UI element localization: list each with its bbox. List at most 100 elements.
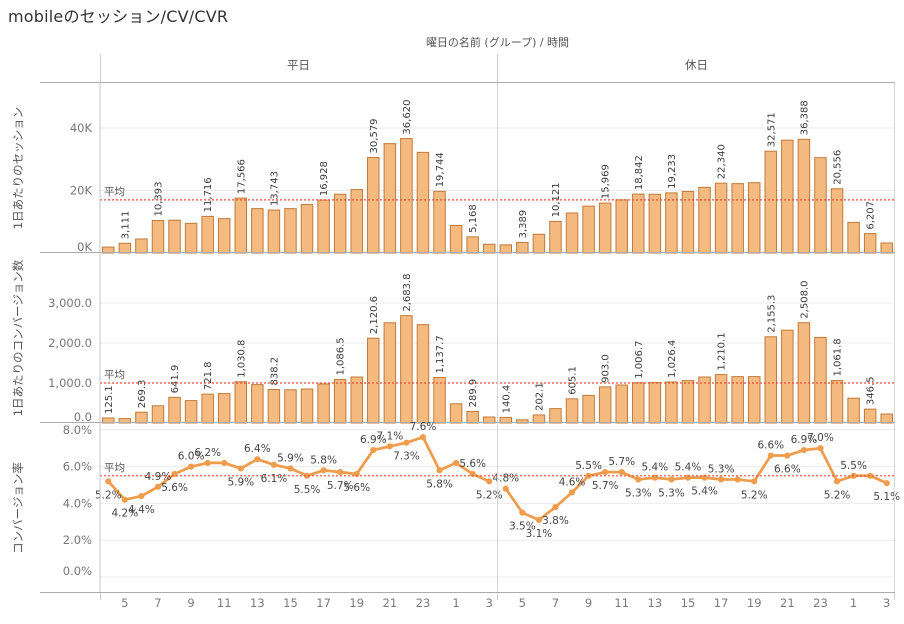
bar-mark[interactable] (830, 188, 844, 254)
bar-mark[interactable] (797, 138, 811, 254)
bar-mark[interactable] (847, 397, 860, 424)
bar-mark[interactable] (632, 193, 645, 254)
point-mark[interactable] (353, 470, 360, 478)
bar-mark[interactable] (267, 388, 281, 424)
point-mark[interactable] (635, 476, 642, 483)
point-mark[interactable] (469, 470, 476, 478)
bar-mark[interactable] (284, 208, 297, 254)
point-mark[interactable] (237, 465, 244, 472)
bar-mark[interactable] (151, 405, 165, 424)
bar-mark[interactable] (251, 384, 264, 424)
point-mark[interactable] (751, 478, 758, 485)
bar-mark[interactable] (797, 322, 811, 424)
point-mark[interactable] (717, 476, 725, 483)
bar-mark[interactable] (516, 241, 529, 254)
bar-mark[interactable] (598, 202, 612, 254)
bar-mark[interactable] (532, 414, 546, 424)
bar-mark[interactable] (615, 199, 628, 254)
point-mark[interactable] (734, 476, 741, 483)
bar-mark[interactable] (317, 383, 330, 424)
point-mark[interactable] (602, 469, 609, 476)
bar-mark[interactable] (863, 408, 877, 424)
point-mark[interactable] (270, 461, 278, 468)
point-mark[interactable] (568, 489, 576, 496)
bar-mark[interactable] (367, 156, 380, 254)
bar-mark[interactable] (499, 244, 513, 254)
bar-mark[interactable] (383, 322, 397, 424)
point-mark[interactable] (519, 509, 526, 516)
bar-mark[interactable] (201, 215, 214, 254)
point-mark[interactable] (204, 459, 211, 467)
bar-mark[interactable] (880, 242, 893, 254)
bar-mark[interactable] (135, 238, 148, 254)
bar-mark[interactable] (333, 379, 347, 424)
bar-mark[interactable] (217, 393, 231, 424)
point-mark[interactable] (386, 443, 393, 450)
point-mark[interactable] (817, 445, 824, 452)
bar-mark[interactable] (549, 408, 562, 424)
bar-mark[interactable] (118, 242, 132, 254)
bar-mark[interactable] (400, 315, 413, 424)
point-mark[interactable] (552, 503, 559, 511)
bar-mark[interactable] (747, 376, 761, 424)
bar-mark[interactable] (681, 380, 695, 424)
bar-mark[interactable] (151, 220, 165, 254)
bar-mark[interactable] (367, 337, 380, 424)
bar-mark[interactable] (615, 384, 628, 424)
bar-mark[interactable] (201, 393, 214, 424)
bar-mark[interactable] (333, 193, 347, 254)
point-mark[interactable] (767, 452, 774, 459)
point-mark[interactable] (784, 452, 791, 459)
bar-mark[interactable] (830, 380, 844, 424)
bar-mark[interactable] (598, 386, 612, 424)
bar-mark[interactable] (350, 376, 363, 424)
point-mark[interactable] (370, 446, 377, 454)
point-mark[interactable] (833, 478, 841, 485)
bar-mark[interactable] (781, 139, 794, 254)
point-mark[interactable] (867, 472, 874, 479)
bar-mark[interactable] (449, 403, 463, 424)
bar-mark[interactable] (350, 189, 363, 254)
bar-mark[interactable] (300, 388, 314, 424)
bar-mark[interactable] (284, 389, 297, 424)
point-mark[interactable] (883, 480, 890, 487)
bar-mark[interactable] (449, 225, 463, 254)
bar-mark[interactable] (135, 411, 148, 424)
point-mark[interactable] (337, 469, 344, 476)
point-mark[interactable] (221, 459, 228, 467)
bar-mark[interactable] (582, 394, 595, 424)
point-mark[interactable] (800, 446, 808, 454)
bar-mark[interactable] (300, 204, 314, 254)
bar-mark[interactable] (234, 381, 248, 424)
bar-mark[interactable] (880, 413, 893, 424)
point-mark[interactable] (320, 467, 327, 474)
point-mark[interactable] (618, 469, 625, 476)
bar-mark[interactable] (764, 336, 778, 424)
bar-mark[interactable] (648, 382, 662, 424)
bar-mark[interactable] (433, 190, 446, 254)
point-mark[interactable] (403, 439, 410, 446)
point-mark[interactable] (701, 474, 708, 481)
point-mark[interactable] (154, 483, 162, 490)
bar-mark[interactable] (482, 243, 496, 254)
point-mark[interactable] (303, 472, 311, 479)
bar-mark[interactable] (698, 376, 711, 424)
bar-mark[interactable] (648, 193, 662, 254)
bar-mark[interactable] (747, 182, 761, 254)
bar-mark[interactable] (168, 219, 181, 254)
bar-mark[interactable] (184, 222, 198, 254)
point-mark[interactable] (419, 434, 427, 441)
bar-mark[interactable] (184, 400, 198, 424)
bar-mark[interactable] (267, 209, 281, 254)
point-mark[interactable] (121, 496, 128, 503)
point-mark[interactable] (105, 478, 112, 485)
bar-mark[interactable] (168, 396, 181, 424)
bar-mark[interactable] (714, 182, 728, 254)
point-mark[interactable] (535, 516, 543, 524)
bar-mark[interactable] (698, 186, 711, 254)
bar-mark[interactable] (234, 197, 248, 254)
bar-mark[interactable] (665, 381, 678, 424)
bar-mark[interactable] (632, 382, 645, 424)
point-mark[interactable] (452, 459, 460, 467)
bar-mark[interactable] (416, 324, 430, 424)
